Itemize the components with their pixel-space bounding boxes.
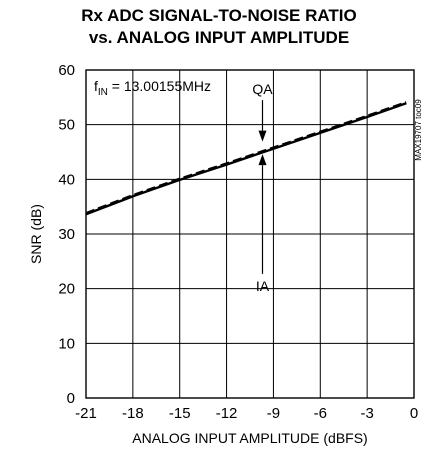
y-tick-label: 60 [58, 62, 75, 79]
x-tick-label: -21 [75, 405, 97, 422]
x-tick-label: -12 [216, 405, 238, 422]
condition-suffix: = 13.00155MHz [108, 78, 211, 94]
chart-title-line-1: Rx ADC SIGNAL-TO-NOISE RATIO [81, 6, 356, 25]
y-tick-label: 30 [58, 226, 75, 243]
x-axis-label: ANALOG INPUT AMPLITUDE (dBFS) [132, 430, 367, 446]
y-tick-label: 20 [58, 281, 75, 298]
condition-label: fIN = 13.00155MHz [94, 78, 211, 98]
annotation-arrowhead-qa [258, 130, 267, 142]
annotation-label-ia: IA [256, 278, 270, 294]
plot-frame [85, 69, 415, 399]
x-tick-labels: -21 -18 -15 -12 -9 -6 -3 0 [75, 405, 418, 422]
condition-prefix: f [94, 78, 98, 94]
annotation-arrowhead-ia [258, 154, 267, 166]
y-tick-label: 0 [67, 390, 75, 407]
y-tick-label: 40 [58, 171, 75, 188]
y-tick-label: 50 [58, 117, 75, 134]
x-tick-label: -9 [267, 405, 280, 422]
part-id-label: MAX19707 toc09 [414, 99, 423, 161]
x-tick-label: -3 [360, 405, 373, 422]
x-tick-label: -6 [314, 405, 327, 422]
y-tick-labels: 0 10 20 30 40 50 60 [58, 62, 75, 407]
y-axis-label: SNR (dB) [28, 204, 44, 264]
x-tick-label: 0 [410, 405, 418, 422]
chart-title-line-2: vs. ANALOG INPUT AMPLITUDE [89, 28, 349, 47]
y-tick-label: 10 [58, 335, 75, 352]
series-group [85, 101, 407, 216]
x-tick-label: -15 [169, 405, 191, 422]
grid [86, 70, 414, 398]
annotations: QA IA [252, 81, 273, 294]
condition-subscript: IN [98, 87, 108, 98]
x-tick-label: -18 [122, 405, 144, 422]
series-line-ia [85, 102, 407, 216]
annotation-label-qa: QA [252, 81, 273, 97]
